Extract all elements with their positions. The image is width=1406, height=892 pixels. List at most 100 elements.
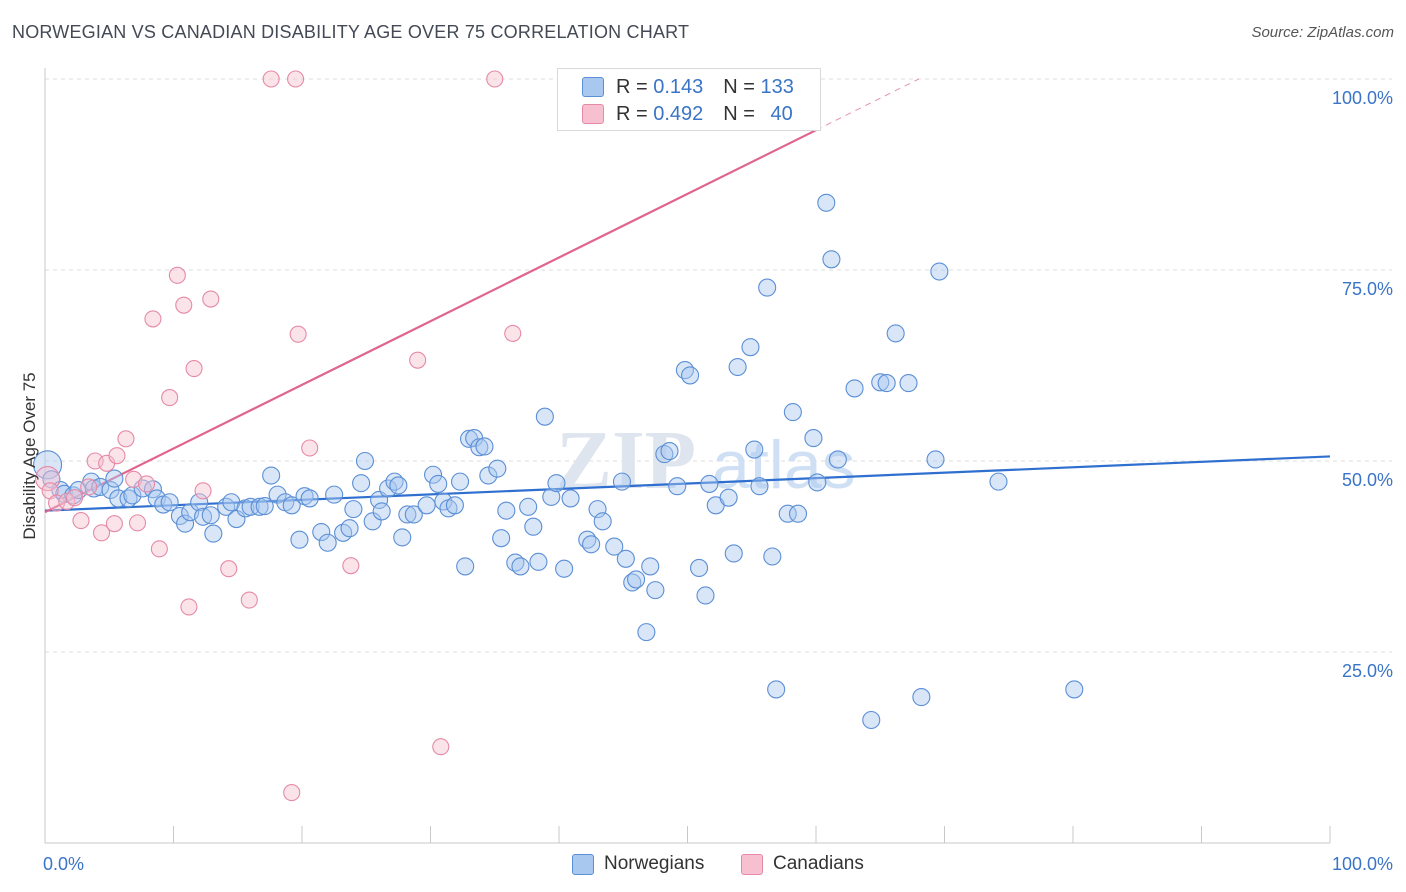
- canadians-point: [283, 784, 301, 802]
- canadians-point: [66, 489, 84, 507]
- norwegians-point: [282, 496, 301, 515]
- norwegians-point: [668, 477, 687, 496]
- norwegians-point: [930, 262, 949, 281]
- norwegians-point: [817, 193, 836, 212]
- r-label: R =: [616, 102, 648, 125]
- norwegians-point: [398, 505, 417, 524]
- norwegians-point: [250, 497, 269, 516]
- n-value: 133: [760, 75, 794, 98]
- norwegians-point: [627, 570, 646, 589]
- norwegians-point: [363, 512, 382, 531]
- canadians-point: [202, 290, 220, 308]
- norwegians-point: [334, 523, 353, 542]
- norwegians-point: [372, 502, 391, 521]
- x-tick-label: 0.0%: [43, 854, 84, 874]
- norwegians-point: [696, 586, 715, 605]
- canadians-point: [185, 360, 203, 378]
- chart-title: NORWEGIAN VS CANADIAN DISABILITY AGE OVE…: [12, 22, 690, 42]
- norwegians-point: [492, 529, 511, 548]
- norwegians-point: [262, 466, 281, 485]
- y-tick-label: 25.0%: [1342, 661, 1393, 681]
- norwegians-point: [886, 324, 905, 343]
- norwegians-legend-label: Norwegians: [604, 853, 705, 874]
- norwegians-point: [352, 474, 371, 493]
- canadians-point: [301, 439, 319, 457]
- norwegians-point: [871, 373, 890, 392]
- norwegians-point: [451, 472, 470, 491]
- canadians-point: [144, 310, 162, 328]
- norwegians-point: [750, 477, 769, 496]
- norwegians-point: [109, 489, 128, 508]
- norwegians-point: [899, 374, 918, 393]
- norwegians-point: [417, 496, 436, 515]
- canadians-point: [128, 514, 147, 532]
- y-axis-label: Disability Age Over 75: [20, 372, 39, 540]
- norwegians-point: [160, 493, 179, 512]
- norwegians-point: [700, 474, 719, 493]
- norwegians-point: [612, 472, 632, 491]
- norwegians-point: [616, 549, 635, 568]
- canadians-trend-line: [44, 129, 817, 514]
- norwegians-point: [1065, 680, 1084, 699]
- norwegians-point: [524, 517, 543, 536]
- legend-item-canadians[interactable]: Canadians: [741, 852, 864, 876]
- data-points: [33, 70, 1084, 802]
- canadians-point: [342, 557, 360, 575]
- legend-item-norwegians[interactable]: Norwegians: [572, 852, 704, 876]
- canadians-point: [289, 325, 307, 343]
- norwegians-point: [355, 451, 375, 471]
- norwegians-point: [379, 479, 398, 498]
- norwegians-point: [318, 533, 337, 552]
- trend-lines: [44, 78, 1331, 514]
- canadians-point: [35, 466, 61, 492]
- norwegians-point: [822, 250, 841, 269]
- norwegians-point: [475, 437, 494, 456]
- norwegians-point: [561, 489, 580, 508]
- stats-legend-row-norwegians: R = 0.143 N = 133: [582, 75, 794, 99]
- norwegians-point: [535, 407, 554, 426]
- norwegians-point: [724, 544, 743, 563]
- norwegians-point: [728, 357, 747, 377]
- n-value: 40: [770, 102, 793, 125]
- norwegians-point: [344, 500, 363, 519]
- canadians-point: [168, 266, 186, 284]
- norwegians-point: [912, 688, 931, 707]
- canadians-point: [262, 70, 280, 88]
- norwegians-point: [719, 488, 738, 507]
- norwegians-point: [204, 524, 223, 543]
- canadians-point: [486, 70, 504, 88]
- norwegians-point: [926, 450, 945, 469]
- norwegians-point: [593, 512, 612, 531]
- x-tick-label: 100.0%: [1332, 854, 1393, 874]
- watermark: ZIP atlas: [556, 414, 856, 507]
- norwegians-point: [637, 623, 656, 642]
- norwegians-point: [190, 493, 209, 512]
- norwegians-point: [845, 379, 864, 398]
- norwegians-point: [529, 552, 548, 571]
- norwegians-point: [989, 472, 1008, 491]
- norwegians-point: [393, 528, 412, 547]
- stats-legend: R = 0.143 N = 133 R = 0.492 N = 40: [557, 68, 821, 131]
- canadians-point: [409, 351, 427, 369]
- norwegians-point: [675, 361, 694, 380]
- norwegians-point: [201, 506, 220, 525]
- canadians-point: [137, 475, 156, 493]
- canadians-swatch: [582, 104, 604, 124]
- norwegians-point: [424, 465, 443, 484]
- norwegians-point: [828, 450, 847, 469]
- n-label: N =: [723, 75, 755, 98]
- stats-legend-row-canadians: R = 0.492 N = 40: [582, 102, 793, 126]
- norwegians-point: [429, 474, 448, 493]
- norwegians-point: [681, 366, 700, 385]
- norwegians-point: [456, 557, 475, 576]
- r-value: 0.492: [653, 102, 704, 125]
- canadians-point: [72, 512, 90, 530]
- norwegians-point: [862, 710, 881, 730]
- norwegians-point: [255, 497, 274, 516]
- tick-labels: 25.0% 50.0% 75.0% 100.0% 0.0% 100.0%: [43, 88, 1393, 874]
- norwegians-point: [767, 680, 786, 699]
- canadians-legend-label: Canadians: [773, 853, 864, 874]
- grid-lines: [45, 78, 1392, 653]
- norwegians-point: [783, 403, 802, 422]
